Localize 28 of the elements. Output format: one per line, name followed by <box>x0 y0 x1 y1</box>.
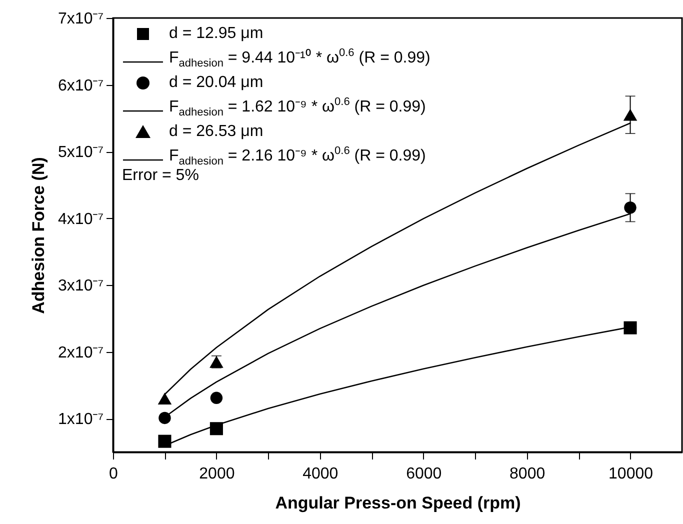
legend-label: d = 12.95 μm <box>169 24 264 44</box>
point <box>210 392 223 404</box>
annotation: Error = 5% <box>122 167 199 185</box>
x-tick-label: 10000 <box>608 466 654 482</box>
y-tick-label: 6x10⁻⁷ <box>58 77 104 94</box>
y-tick-label: 3x10⁻⁷ <box>58 278 104 295</box>
x-axis-title: Angular Press-on Speed (rpm) <box>275 494 521 512</box>
x-tick-label: 2000 <box>199 466 235 482</box>
y-tick-label: 2x10⁻⁷ <box>58 344 104 362</box>
point <box>158 392 172 405</box>
legend-label: F$_{adhesion}$ = 1.62 10⁻⁹ * ω$^{0.6}$ (R = 0.99) <box>169 96 426 119</box>
point <box>158 434 172 448</box>
point <box>158 412 171 424</box>
x-tick-label: 4000 <box>302 466 338 482</box>
point <box>624 321 637 334</box>
point <box>623 108 638 121</box>
x-tick-label: 6000 <box>406 466 442 482</box>
legend-label: d = 26.53 μm <box>169 122 264 142</box>
x-tick-label: 8000 <box>510 466 546 482</box>
x-tick-label: 0 <box>109 466 118 482</box>
legend-label: F$_{adhesion}$ = 9.44 10⁻¹⁰ * ω$^{0.6}$ (R = 0.99) <box>169 47 430 70</box>
legend-label: F$_{adhesion}$ = 2.16 10⁻⁹ * ω$^{0.6}$ (R = 0.99) <box>169 145 426 168</box>
y-tick-label: 4x10⁻⁷ <box>58 210 104 228</box>
y-tick-label: 7x10⁻⁷ <box>58 10 104 28</box>
legend-label: d = 20.04 μm <box>169 73 264 93</box>
y-tick-label: 5x10⁻⁷ <box>58 144 104 162</box>
y-axis-title: Adhesion Force (N) <box>29 157 48 314</box>
y-tick-label: 1x10⁻⁷ <box>58 411 104 428</box>
